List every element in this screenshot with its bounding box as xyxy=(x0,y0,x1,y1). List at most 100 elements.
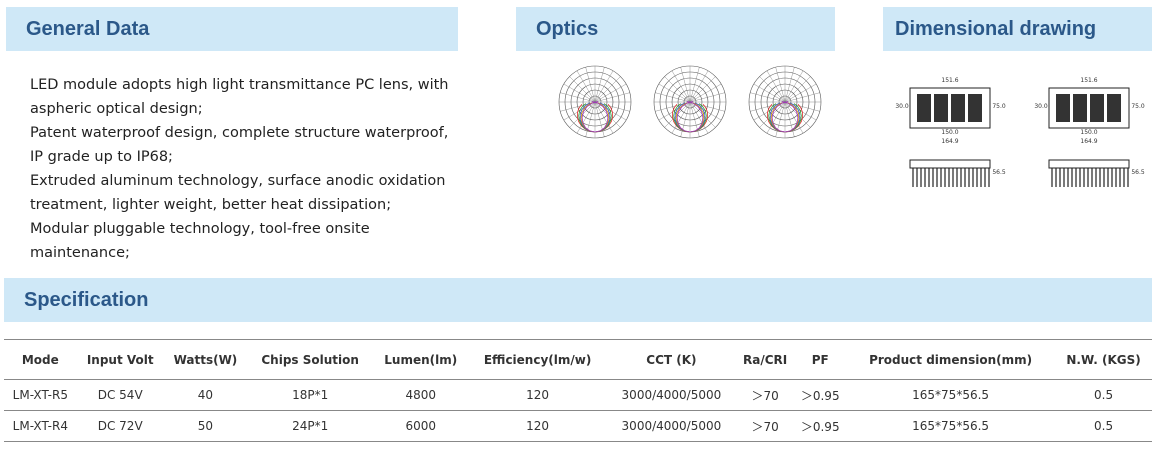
polar-spoke xyxy=(594,101,605,137)
dimension-label: 75.0 xyxy=(1131,103,1145,110)
polar-spoke xyxy=(664,101,691,128)
table-row: LM-XT-R4 DC 72V 50 24P*1 6000 120 3000/4000/50… xyxy=(4,410,1152,442)
table-cell: ＞70 xyxy=(735,410,795,442)
polar-curve xyxy=(581,101,609,133)
table-cell: 165*75*56.5 xyxy=(846,410,1056,442)
column-header: N.W. (KGS) xyxy=(1055,339,1152,380)
polar-spoke xyxy=(655,92,691,103)
module-outline xyxy=(909,87,991,129)
chip-block xyxy=(968,94,982,122)
polar-spoke xyxy=(671,70,691,103)
polar-spoke xyxy=(784,101,795,137)
polar-spoke xyxy=(594,101,614,134)
table-cell: LM-XT-R5 xyxy=(4,379,77,411)
polar-spoke xyxy=(585,101,596,137)
column-header: Product dimension(mm) xyxy=(846,339,1056,380)
dimension-label: 164.9 xyxy=(941,138,958,145)
column-header: Efficiency(lm/w) xyxy=(468,339,607,380)
section-header: Specification xyxy=(4,278,1152,322)
table-cell: DC 54V xyxy=(76,379,164,411)
feature-item: Extruded aluminum technology, surface an… xyxy=(30,173,446,213)
polar-spoke xyxy=(784,92,820,103)
polar-spoke xyxy=(594,76,621,103)
table-cell: ＞0.95 xyxy=(794,379,847,411)
column-header: Lumen(lm) xyxy=(373,339,469,380)
column-header: Chips Solution xyxy=(247,339,374,380)
polar-spoke xyxy=(784,101,804,134)
polar-spoke xyxy=(680,67,691,103)
polar-spoke xyxy=(753,83,786,103)
table-cell: LM-XT-R4 xyxy=(4,410,77,442)
column-header: PF xyxy=(794,339,847,380)
polar-spoke xyxy=(594,70,614,103)
spec-table: Mode Input Volt Watts(W) Chips Solution Lume… xyxy=(4,339,1152,442)
column-header: Watts(W) xyxy=(163,339,248,380)
feature-item: Modular pluggable technology, tool-free … xyxy=(30,221,370,261)
chip-block xyxy=(1107,94,1121,122)
polar-spoke xyxy=(576,101,596,134)
polar-spoke xyxy=(689,101,716,128)
polar-spoke xyxy=(784,67,795,103)
section-header: Optics xyxy=(516,7,835,51)
table-cell: 4800 xyxy=(373,379,469,411)
polar-spoke xyxy=(759,76,786,103)
feature-list: LED module adopts high light transmittan… xyxy=(30,73,460,265)
feature-item: Patent waterproof design, complete struc… xyxy=(30,125,449,165)
polar-spoke xyxy=(569,101,596,128)
dimension-drawings: 151.6 30.0 75.0 150.0 164.9 56.5 151.6 30.0 75.0… xyxy=(895,77,1145,187)
polar-spoke xyxy=(594,101,621,128)
table-cell: 120 xyxy=(468,410,607,442)
polar-spoke xyxy=(775,101,786,137)
table-cell: 0.5 xyxy=(1055,410,1152,442)
chip-block xyxy=(1056,94,1070,122)
chip-block xyxy=(934,94,948,122)
table-row: LM-XT-R5 DC 54V 40 18P*1 4800 120 3000/4000/50… xyxy=(4,379,1152,411)
chip-block xyxy=(917,94,931,122)
polar-spoke xyxy=(658,83,691,103)
table-cell: 6000 xyxy=(373,410,469,442)
polar-spoke xyxy=(689,76,716,103)
dimension-label: 75.0 xyxy=(992,103,1006,110)
table-cell: 120 xyxy=(468,379,607,411)
table-cell: 18P*1 xyxy=(247,379,374,411)
chip-block xyxy=(951,94,965,122)
polar-spoke xyxy=(689,101,709,134)
table-cell: 3000/4000/5000 xyxy=(606,410,736,442)
polar-spoke xyxy=(664,76,691,103)
heatsink-base xyxy=(1048,159,1130,169)
dimension-label: 30.0 xyxy=(895,103,909,110)
table-cell: 50 xyxy=(163,410,248,442)
polar-spoke xyxy=(563,83,596,103)
polar-spoke xyxy=(594,83,627,103)
table-cell: 0.5 xyxy=(1055,379,1152,411)
polar-spoke xyxy=(689,101,700,137)
polar-spoke xyxy=(775,67,786,103)
dimension-label: 56.5 xyxy=(992,169,1006,176)
polar-curve xyxy=(676,101,704,133)
table-cell: 165*75*56.5 xyxy=(846,379,1056,411)
optics-diagrams xyxy=(558,65,822,139)
polar-spoke xyxy=(784,83,817,103)
dimension-label: 151.6 xyxy=(1080,77,1097,84)
polar-curve xyxy=(771,101,799,133)
polar-spoke xyxy=(689,92,725,103)
dimension-label: 56.5 xyxy=(1131,169,1145,176)
column-header: Ra/CRI xyxy=(735,339,795,380)
table-cell: ＞70 xyxy=(735,379,795,411)
polar-spoke xyxy=(594,92,630,103)
polar-spoke xyxy=(680,101,691,137)
table-cell: 40 xyxy=(163,379,248,411)
polar-spoke xyxy=(766,101,786,134)
polar-spoke xyxy=(759,101,786,128)
dimension-label: 30.0 xyxy=(1034,103,1048,110)
chip-block xyxy=(1090,94,1104,122)
table-cell: DC 72V xyxy=(76,410,164,442)
section-header: Dimensional drawing xyxy=(883,7,1152,51)
dimension-label: 150.0 xyxy=(1080,129,1097,136)
table-cell: 3000/4000/5000 xyxy=(606,379,736,411)
polar-spoke xyxy=(569,76,596,103)
column-header: CCT (K) xyxy=(606,339,736,380)
heatsink-base xyxy=(909,159,991,169)
chip-block xyxy=(1073,94,1087,122)
